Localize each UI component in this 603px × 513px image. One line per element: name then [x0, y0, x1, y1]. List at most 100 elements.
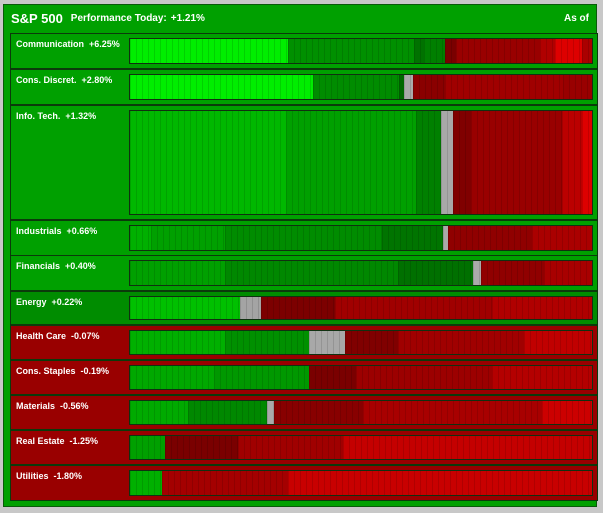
stock-cell[interactable] [543, 261, 592, 285]
stock-cell[interactable] [416, 111, 442, 214]
performance-label: Performance Today: [70, 12, 167, 24]
stock-cell[interactable] [130, 471, 162, 495]
stock-cell[interactable] [532, 226, 592, 250]
stock-cell[interactable] [441, 111, 454, 214]
stock-cell[interactable] [161, 471, 288, 495]
stock-cell[interactable] [448, 226, 533, 250]
stock-cell[interactable] [539, 39, 556, 63]
sector-heat-bar[interactable] [129, 330, 593, 355]
stock-cell[interactable] [130, 366, 214, 389]
stock-cell[interactable] [261, 297, 335, 319]
sector-row[interactable]: Info. Tech. +1.32% [10, 105, 598, 220]
stock-cell[interactable] [130, 226, 151, 250]
stock-cell[interactable] [130, 261, 225, 285]
sector-row[interactable]: Real Estate -1.25% [10, 430, 598, 465]
sector-heat-bar[interactable] [129, 435, 593, 460]
sector-row[interactable]: Financials +0.40% [10, 255, 598, 291]
stock-cell[interactable] [130, 331, 225, 354]
stock-cell[interactable] [287, 39, 414, 63]
stock-cell[interactable] [561, 111, 582, 214]
sector-row[interactable]: Utilities -1.80% [10, 465, 598, 501]
stock-cell[interactable] [424, 39, 445, 63]
stock-cell[interactable] [555, 39, 582, 63]
sector-heat-bar[interactable] [129, 470, 593, 496]
as-of-label: As of [564, 12, 589, 24]
sector-row[interactable]: Industrials +0.66% [10, 220, 598, 256]
sector-row[interactable]: Health Care -0.07% [10, 325, 598, 360]
stock-cell[interactable] [412, 75, 445, 99]
stock-cell[interactable] [312, 75, 399, 99]
sector-heat-bar[interactable] [129, 38, 593, 64]
stock-cell[interactable] [397, 261, 474, 285]
stock-cell[interactable] [334, 297, 493, 319]
stock-cell[interactable] [355, 366, 493, 389]
sector-name: Info. Tech. [16, 111, 61, 121]
stock-cell[interactable] [224, 226, 382, 250]
index-title: S&P 500 [11, 10, 63, 26]
stock-cell[interactable] [523, 331, 592, 354]
stock-cell[interactable] [445, 39, 456, 63]
sector-row[interactable]: Energy +0.22% [10, 291, 598, 325]
stock-cell[interactable] [413, 39, 424, 63]
stock-cell[interactable] [343, 436, 592, 459]
stock-cell[interactable] [581, 111, 592, 214]
stock-cell[interactable] [266, 401, 274, 424]
header-bar: S&P 500 Performance Today: +1.21% As of [4, 5, 596, 31]
stock-cell[interactable] [382, 226, 443, 250]
stock-cell[interactable] [151, 226, 225, 250]
stock-cell[interactable] [345, 331, 398, 354]
stock-cell[interactable] [240, 297, 262, 319]
stock-cell[interactable] [224, 331, 309, 354]
stock-cell[interactable] [455, 39, 540, 63]
stock-cell[interactable] [492, 366, 592, 389]
stock-cell[interactable] [397, 331, 524, 354]
stock-cell[interactable] [492, 297, 592, 319]
sector-heat-bar[interactable] [129, 74, 593, 100]
stock-cell[interactable] [363, 401, 542, 424]
sector-change: -1.25% [69, 436, 99, 446]
sector-heat-bar[interactable] [129, 365, 593, 390]
stock-cell[interactable] [224, 261, 398, 285]
stock-cell[interactable] [214, 366, 309, 389]
stock-cell[interactable] [238, 436, 344, 459]
sector-label: Energy +0.22% [16, 297, 82, 307]
stock-cell[interactable] [273, 401, 364, 424]
stock-cell[interactable] [130, 39, 288, 63]
stock-cell[interactable] [398, 75, 404, 99]
stock-cell[interactable] [130, 75, 313, 99]
stock-cell[interactable] [480, 261, 544, 285]
stock-cell[interactable] [444, 75, 563, 99]
stock-cell[interactable] [471, 111, 562, 214]
sector-name: Health Care [16, 331, 67, 341]
stock-cell[interactable] [308, 331, 346, 354]
stock-cell[interactable] [473, 261, 481, 285]
stock-cell[interactable] [562, 75, 592, 99]
sector-heat-bar[interactable] [129, 225, 593, 251]
stock-cell[interactable] [130, 111, 286, 214]
sector-label: Materials -0.56% [16, 401, 89, 411]
stock-cell[interactable] [442, 226, 449, 250]
stock-cell[interactable] [453, 111, 472, 214]
stock-cell[interactable] [287, 471, 592, 495]
sector-name: Industrials [16, 226, 62, 236]
stock-cell[interactable] [130, 401, 188, 424]
sector-heat-bar[interactable] [129, 260, 593, 286]
performance-value: +1.21% [170, 12, 205, 24]
sector-row[interactable]: Materials -0.56% [10, 395, 598, 430]
sector-change: -0.07% [71, 331, 100, 341]
stock-cell[interactable] [187, 401, 267, 424]
stock-cell[interactable] [541, 401, 592, 424]
stock-cell[interactable] [403, 75, 413, 99]
sector-row[interactable]: Communication +6.25% [10, 33, 598, 69]
sector-heat-bar[interactable] [129, 400, 593, 425]
sector-heat-bar[interactable] [129, 110, 593, 215]
stock-cell[interactable] [308, 366, 356, 389]
stock-cell[interactable] [130, 297, 241, 319]
stock-cell[interactable] [164, 436, 239, 459]
stock-cell[interactable] [285, 111, 417, 214]
sector-heat-bar[interactable] [129, 296, 593, 320]
sector-row[interactable]: Cons. Staples -0.19% [10, 360, 598, 395]
stock-cell[interactable] [130, 436, 165, 459]
stock-cell[interactable] [581, 39, 592, 63]
sector-row[interactable]: Cons. Discret. +2.80% [10, 69, 598, 105]
